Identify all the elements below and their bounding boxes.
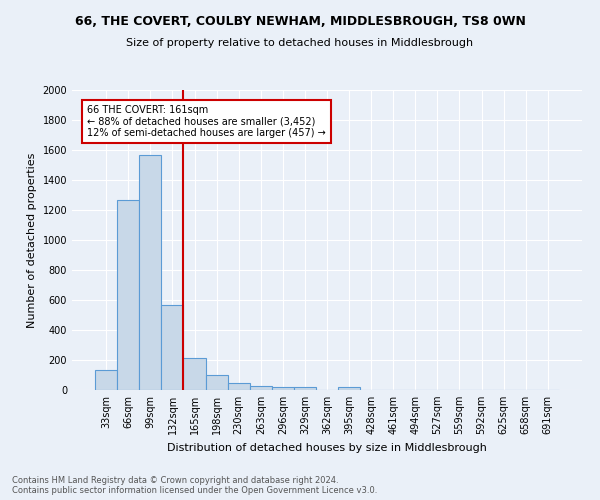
Bar bbox=[206, 375, 227, 390]
Text: Size of property relative to detached houses in Middlesbrough: Size of property relative to detached ho… bbox=[127, 38, 473, 48]
Bar bbox=[184, 358, 206, 390]
Bar bbox=[338, 387, 360, 390]
Bar bbox=[250, 386, 272, 390]
Bar bbox=[161, 304, 184, 390]
Text: 66 THE COVERT: 161sqm
← 88% of detached houses are smaller (3,452)
12% of semi-d: 66 THE COVERT: 161sqm ← 88% of detached … bbox=[88, 105, 326, 138]
Bar bbox=[95, 370, 117, 390]
Bar bbox=[117, 200, 139, 390]
X-axis label: Distribution of detached houses by size in Middlesbrough: Distribution of detached houses by size … bbox=[167, 442, 487, 452]
Bar bbox=[227, 382, 250, 390]
Text: Contains HM Land Registry data © Crown copyright and database right 2024.
Contai: Contains HM Land Registry data © Crown c… bbox=[12, 476, 377, 495]
Y-axis label: Number of detached properties: Number of detached properties bbox=[27, 152, 37, 328]
Bar bbox=[139, 155, 161, 390]
Bar bbox=[272, 387, 294, 390]
Text: 66, THE COVERT, COULBY NEWHAM, MIDDLESBROUGH, TS8 0WN: 66, THE COVERT, COULBY NEWHAM, MIDDLESBR… bbox=[74, 15, 526, 28]
Bar bbox=[294, 387, 316, 390]
